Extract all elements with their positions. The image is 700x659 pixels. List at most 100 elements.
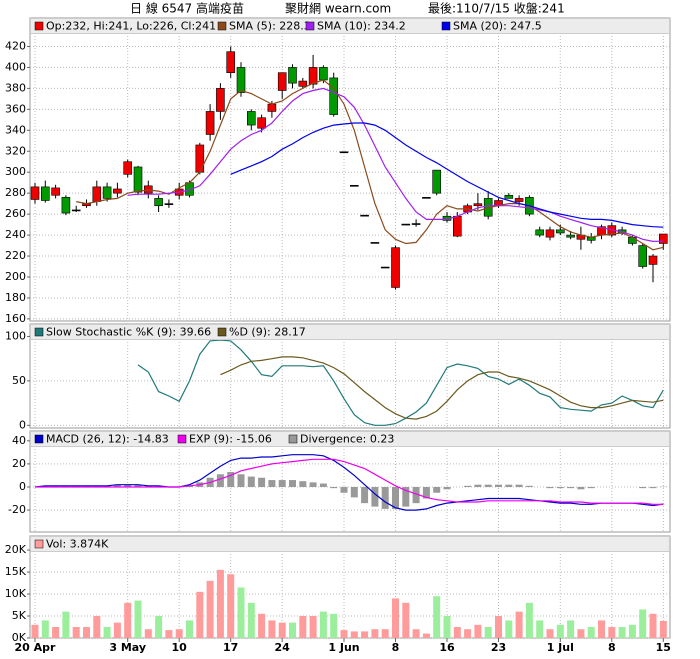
y-tick-label: 0 xyxy=(19,418,26,431)
candle-body xyxy=(535,229,545,236)
divergence-bar xyxy=(237,474,245,487)
x-tick-label: 17 xyxy=(223,641,238,654)
header-title: 日 線 6547 高端疫苗 xyxy=(130,1,244,16)
divergence-bar xyxy=(330,486,338,489)
candle-body xyxy=(205,111,215,135)
y-tick-label: 0 xyxy=(19,480,26,493)
y-tick-label: 20 xyxy=(12,457,26,470)
divergence-bar xyxy=(371,486,379,507)
candle-body xyxy=(298,80,308,87)
candle-body xyxy=(411,223,421,225)
volume-bar xyxy=(72,627,80,638)
y-tick-label: 400 xyxy=(5,60,26,73)
volume-bar xyxy=(402,602,410,638)
legend-swatch xyxy=(34,21,44,31)
divergence-bar xyxy=(227,471,235,487)
x-tick-label: 1 Jul xyxy=(547,641,574,654)
x-tick-label: 8 xyxy=(392,641,400,654)
candle-body xyxy=(164,203,174,205)
divergence-bar xyxy=(525,485,533,487)
volume-bar xyxy=(422,633,430,638)
candle-body xyxy=(288,67,297,84)
series-line xyxy=(127,87,664,243)
volume-bar xyxy=(165,630,173,638)
legend-label: SMA (5): 228.3 xyxy=(229,20,311,33)
volume-bar xyxy=(175,629,183,638)
volume-bar xyxy=(113,622,121,638)
divergence-bar xyxy=(381,486,389,509)
candle-body xyxy=(566,234,575,238)
y-tick-label: 420 xyxy=(5,39,26,52)
candle-body xyxy=(473,203,483,207)
volume-bar xyxy=(649,613,657,638)
candle-body xyxy=(236,67,246,93)
candle-body xyxy=(504,194,514,199)
divergence-bar xyxy=(216,474,224,487)
volume-bar xyxy=(464,629,472,638)
legend-label: Slow Stochastic %K (9): 39.66 xyxy=(46,326,211,339)
y-tick-label: 50 xyxy=(12,374,26,387)
header-last: 最後:110/7/15 收盤:241 xyxy=(428,2,565,16)
candle-body xyxy=(319,67,328,81)
legend-swatch xyxy=(34,434,44,444)
volume-bar xyxy=(268,620,276,638)
candle-body xyxy=(648,255,658,265)
volume-bar xyxy=(474,624,482,638)
legend-strip xyxy=(30,536,670,552)
panel xyxy=(29,323,671,429)
volume-bar xyxy=(83,627,90,638)
candle-body xyxy=(92,186,102,202)
candle-body xyxy=(545,229,555,238)
divergence-bar xyxy=(546,486,554,489)
legend-strip xyxy=(30,18,670,34)
candle-body xyxy=(339,151,349,154)
candle-body xyxy=(154,198,163,207)
series-line xyxy=(76,79,664,251)
volume-bar xyxy=(216,569,224,638)
candle-body xyxy=(257,117,266,129)
y-tick-label: 220 xyxy=(5,249,26,262)
volume-bar xyxy=(93,616,101,638)
volume-bar xyxy=(196,591,204,638)
candle-body xyxy=(267,103,277,112)
y-tick-label: 360 xyxy=(5,102,26,115)
candle-body xyxy=(133,166,143,193)
candle-body xyxy=(308,67,318,85)
y-tick-label: 260 xyxy=(5,207,26,220)
volume-bar xyxy=(289,622,296,638)
volume-bar xyxy=(628,624,636,638)
candle-body xyxy=(30,186,40,200)
legend-label: %D (9): 28.17 xyxy=(229,326,306,339)
legend-swatch xyxy=(305,21,315,31)
volume-bar xyxy=(134,600,142,638)
volume-bar xyxy=(103,627,111,638)
volume-bar xyxy=(258,613,266,638)
volume-bar xyxy=(299,616,307,638)
volume-bar xyxy=(361,631,369,638)
volume-bar xyxy=(186,620,193,638)
legend-swatch xyxy=(217,21,227,31)
candle-body xyxy=(195,144,205,173)
divergence-bar xyxy=(422,486,430,499)
divergence-bar xyxy=(247,476,255,487)
divergence-bar xyxy=(340,486,348,493)
volume-bar xyxy=(433,596,441,638)
divergence-bar xyxy=(392,486,399,509)
y-tick-label: 0K xyxy=(12,631,27,644)
legend-swatch xyxy=(34,327,44,337)
divergence-bar xyxy=(186,485,193,487)
candle-body xyxy=(422,197,431,199)
x-tick-label: 20 Apr xyxy=(15,641,57,654)
volume-bar xyxy=(350,631,358,638)
series-line xyxy=(34,454,664,511)
x-tick-label: 10 xyxy=(172,641,188,654)
y-tick-label: 40 xyxy=(12,434,26,447)
volume-bar xyxy=(371,629,379,638)
divergence-bar xyxy=(443,486,451,490)
volume-bar xyxy=(525,602,533,638)
volume-bar xyxy=(412,629,420,638)
y-tick-label: 10K xyxy=(5,587,27,600)
divergence-bar xyxy=(639,486,647,489)
volume-bar xyxy=(577,629,585,638)
